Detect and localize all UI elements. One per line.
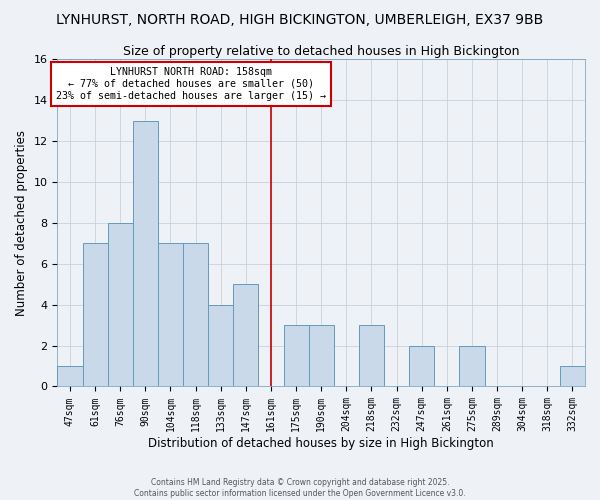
Bar: [359, 325, 384, 386]
Title: Size of property relative to detached houses in High Bickington: Size of property relative to detached ho…: [123, 45, 520, 58]
Bar: [460, 346, 485, 387]
X-axis label: Distribution of detached houses by size in High Bickington: Distribution of detached houses by size …: [148, 437, 494, 450]
Text: LYNHURST NORTH ROAD: 158sqm
← 77% of detached houses are smaller (50)
23% of sem: LYNHURST NORTH ROAD: 158sqm ← 77% of det…: [56, 68, 326, 100]
Bar: [133, 120, 158, 386]
Bar: [83, 244, 107, 386]
Bar: [183, 244, 208, 386]
Bar: [107, 223, 133, 386]
Text: Contains HM Land Registry data © Crown copyright and database right 2025.
Contai: Contains HM Land Registry data © Crown c…: [134, 478, 466, 498]
Bar: [284, 325, 308, 386]
Bar: [58, 366, 83, 386]
Text: LYNHURST, NORTH ROAD, HIGH BICKINGTON, UMBERLEIGH, EX37 9BB: LYNHURST, NORTH ROAD, HIGH BICKINGTON, U…: [56, 12, 544, 26]
Bar: [409, 346, 434, 387]
Bar: [208, 304, 233, 386]
Y-axis label: Number of detached properties: Number of detached properties: [15, 130, 28, 316]
Bar: [308, 325, 334, 386]
Bar: [560, 366, 585, 386]
Bar: [158, 244, 183, 386]
Bar: [233, 284, 259, 386]
